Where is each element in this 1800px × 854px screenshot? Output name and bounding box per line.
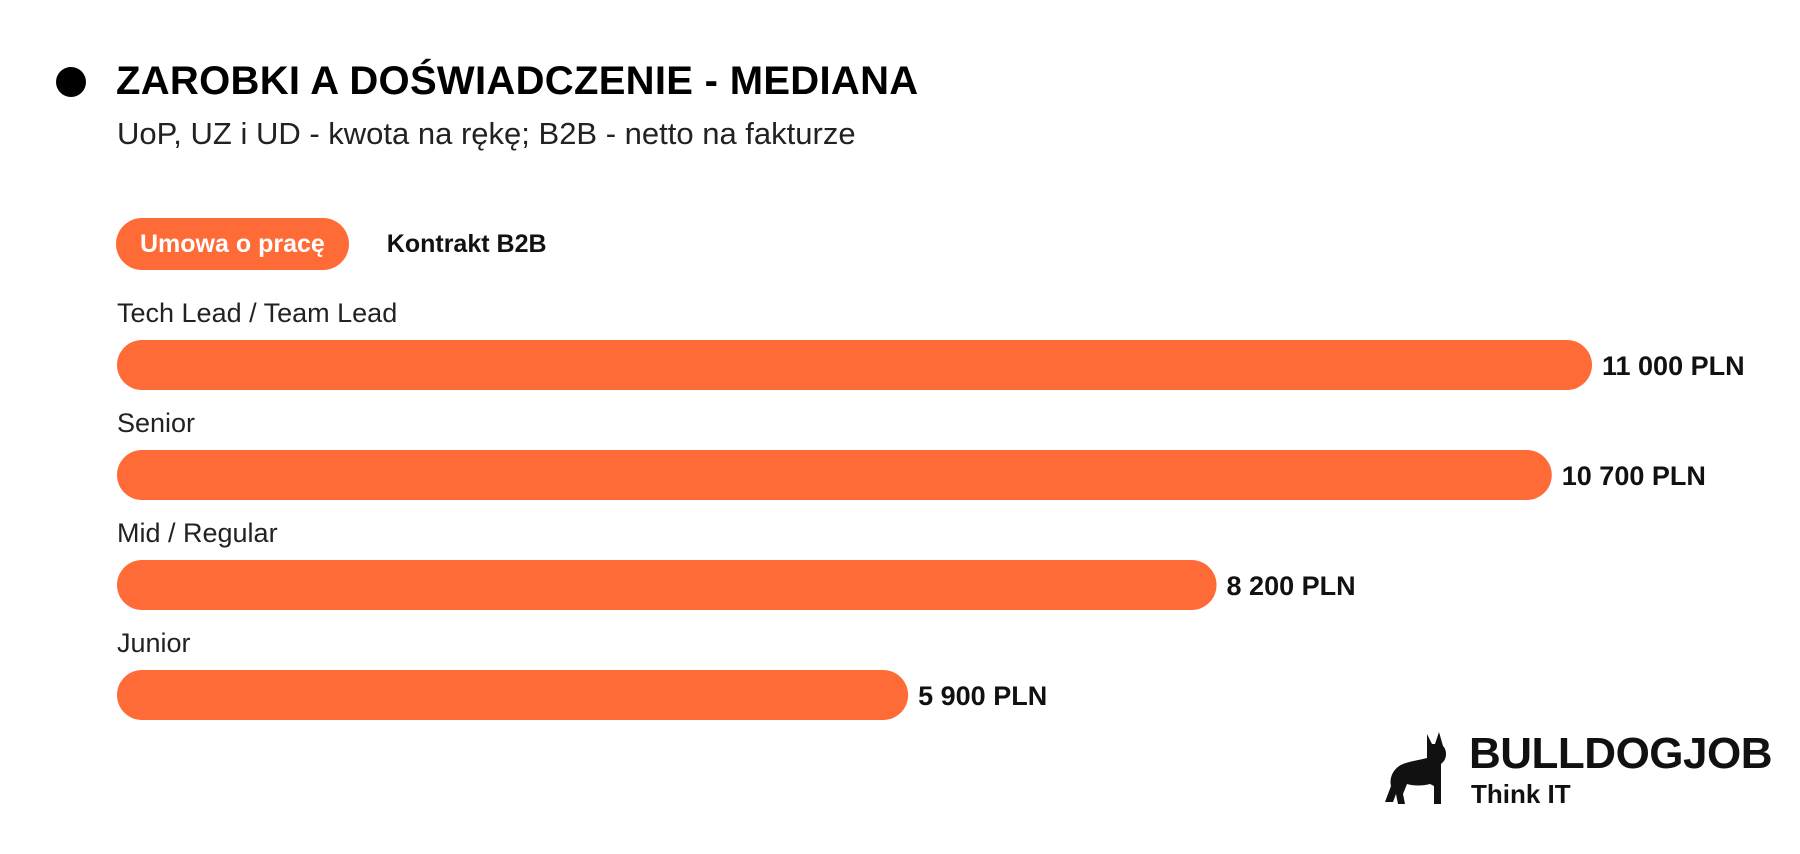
category-label: Junior bbox=[117, 628, 191, 658]
bar bbox=[117, 450, 1552, 500]
contract-type-tabs: Umowa o pracę Kontrakt B2B bbox=[116, 218, 571, 270]
page-title: ZAROBKI A DOŚWIADCZENIE - MEDIANA bbox=[116, 59, 919, 103]
bar-value-label: 10 700 PLN bbox=[1562, 461, 1706, 491]
page-subtitle: UoP, UZ i UD - kwota na rękę; B2B - nett… bbox=[117, 116, 856, 151]
category-label: Tech Lead / Team Lead bbox=[117, 298, 397, 328]
bar-value-label: 5 900 PLN bbox=[918, 681, 1047, 711]
brand-tagline: Think IT bbox=[1471, 779, 1571, 809]
category-label: Senior bbox=[117, 408, 195, 438]
bar-value-label: 8 200 PLN bbox=[1227, 571, 1356, 601]
bulldogjob-logo: BULLDOGJOB Think IT bbox=[1383, 728, 1783, 809]
bar bbox=[117, 670, 909, 720]
bar-value-label: 11 000 PLN bbox=[1602, 351, 1745, 381]
brand-name: BULLDOGJOB bbox=[1469, 729, 1773, 778]
bulldog-icon bbox=[1385, 732, 1446, 804]
bar bbox=[117, 340, 1592, 390]
bar bbox=[117, 560, 1217, 610]
tab-umowa-o-prace[interactable]: Umowa o pracę bbox=[116, 218, 349, 270]
title-bullet-icon bbox=[56, 67, 86, 97]
category-label: Mid / Regular bbox=[117, 518, 278, 548]
tab-kontrakt-b2b[interactable]: Kontrakt B2B bbox=[386, 230, 547, 258]
